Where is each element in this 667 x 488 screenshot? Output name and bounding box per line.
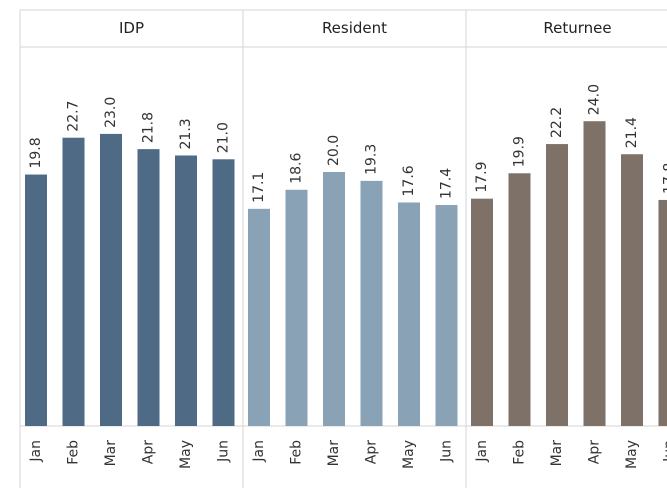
x-tick-label: Mar: [103, 440, 119, 467]
bar: [62, 137, 85, 426]
x-tick-label: Jan: [474, 440, 490, 463]
value-label: 21.0: [216, 122, 232, 153]
value-label: 18.6: [289, 153, 305, 184]
x-tick-label: Mar: [549, 440, 565, 467]
x-tick-label: Apr: [587, 440, 603, 464]
bar: [546, 144, 568, 426]
value-label: 17.6: [401, 165, 417, 196]
x-tick-label: Feb: [66, 440, 82, 465]
panel-header: Returnee: [543, 19, 611, 37]
bar: [360, 180, 383, 426]
value-label: 19.3: [364, 144, 380, 175]
bar: [621, 154, 643, 426]
bar: [583, 121, 606, 426]
x-tick-label: Feb: [289, 440, 305, 465]
x-tick-label: May: [401, 440, 417, 469]
x-tick-label: Jan: [251, 440, 267, 463]
value-label: 20.0: [326, 135, 342, 166]
x-tick-label: Jun: [439, 440, 455, 463]
x-tick-label: Feb: [512, 440, 528, 465]
value-label: 19.9: [512, 136, 528, 167]
value-label: 22.7: [66, 101, 82, 132]
x-tick-label: Jun: [662, 440, 667, 463]
value-label: 17.8: [662, 163, 667, 194]
x-tick-label: Jan: [28, 440, 44, 463]
x-tick-label: Mar: [326, 440, 342, 467]
bar: [175, 155, 197, 427]
bar: [508, 173, 531, 426]
value-label: 21.4: [624, 117, 640, 148]
value-label: 19.8: [28, 137, 44, 168]
panel-header: IDP: [119, 19, 144, 37]
bar: [285, 189, 308, 426]
value-label: 23.0: [103, 97, 119, 128]
x-tick-label: Jun: [216, 440, 232, 463]
bar: [658, 199, 667, 426]
x-tick-label: May: [624, 440, 640, 469]
bar: [435, 205, 458, 426]
value-label: 21.8: [141, 112, 157, 143]
bar: [398, 202, 420, 426]
bar: [248, 208, 270, 426]
bar: [100, 133, 122, 426]
bar: [25, 174, 47, 426]
value-label: 17.9: [474, 161, 490, 192]
value-label: 17.1: [251, 172, 267, 203]
value-label: 24.0: [587, 84, 603, 115]
bar: [323, 172, 345, 426]
bar: [471, 198, 493, 426]
value-label: 22.2: [549, 107, 565, 138]
bar: [137, 149, 160, 426]
bar: [212, 159, 235, 427]
panel-header: Resident: [322, 19, 387, 37]
x-tick-label: Apr: [141, 440, 157, 464]
x-tick-label: Apr: [364, 440, 380, 464]
value-label: 21.3: [178, 118, 194, 149]
x-tick-label: May: [178, 440, 194, 469]
value-label: 17.4: [439, 168, 455, 199]
